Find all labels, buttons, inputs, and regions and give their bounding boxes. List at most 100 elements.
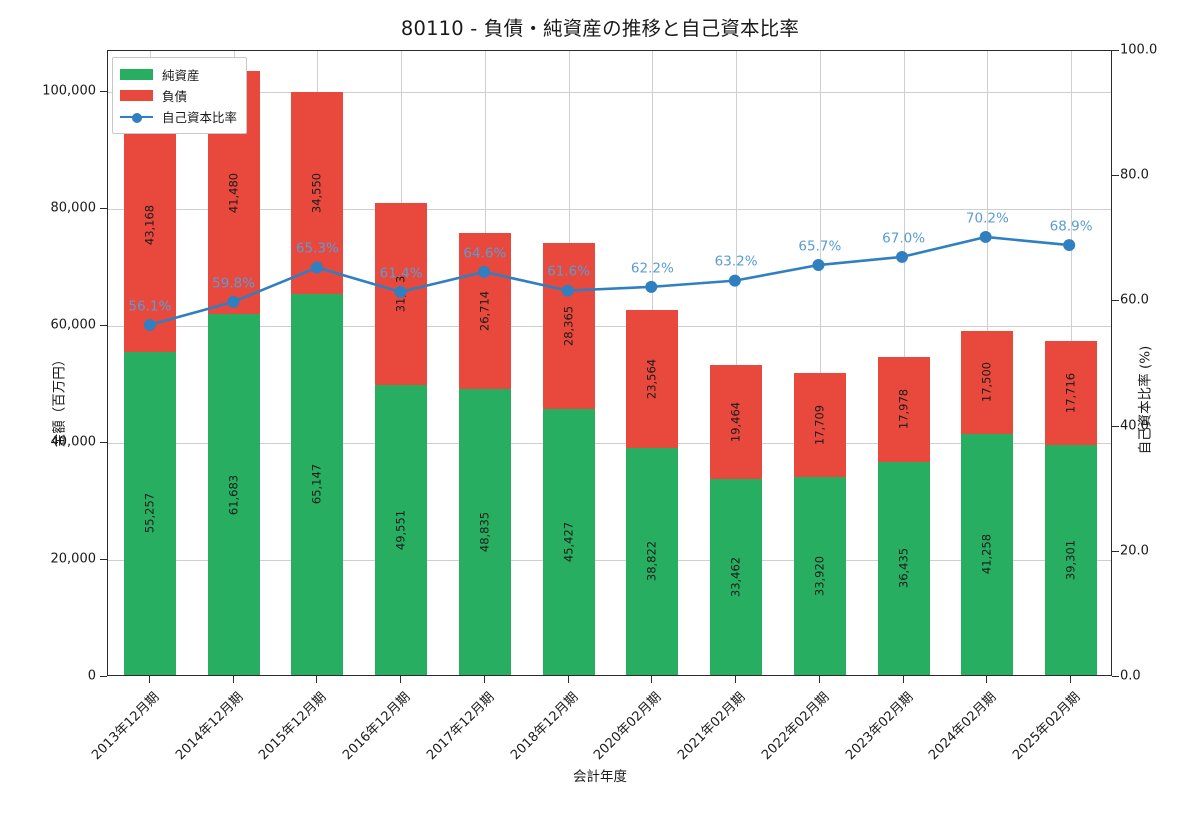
x-axis-tickmark <box>148 676 150 683</box>
bar-group[interactable]: 41,258 17,500 <box>961 331 1014 675</box>
x-axis-tickmark <box>400 676 402 683</box>
legend-item-label: 純資産 <box>162 68 200 83</box>
bar-group[interactable]: 39,301 17,716 <box>1045 341 1098 675</box>
ratio-line-marker[interactable] <box>143 318 156 331</box>
bar-segment-liability[interactable]: 28,365 <box>542 243 595 410</box>
ratio-line-svg <box>143 230 1076 331</box>
bar-segment-equity[interactable]: 36,435 <box>877 461 930 675</box>
ratio-line-marker[interactable] <box>1063 239 1076 252</box>
bar-group[interactable]: 48,835 26,714 <box>458 233 511 675</box>
y-axis-tick-left: 40,000 <box>50 434 97 450</box>
y-axis-tickmark-right <box>1112 425 1119 427</box>
bar-segment-liability[interactable]: 17,709 <box>793 372 846 477</box>
ratio-line-marker[interactable] <box>896 250 909 263</box>
y-axis-tickmark-left <box>100 324 107 326</box>
x-axis-tickmark <box>651 676 653 683</box>
legend-item-label: 自己資本比率 <box>162 110 238 125</box>
bar-segment-liability[interactable]: 26,714 <box>458 233 511 390</box>
ratio-line-marker[interactable] <box>728 274 741 287</box>
page-title: 80110 - 負債・純資産の推移と自己資本比率 <box>400 17 800 40</box>
y-axis-tickmark-right <box>1112 50 1119 51</box>
y-axis-tick-right: 80.0 <box>1120 167 1149 183</box>
bar-group[interactable]: 45,427 28,365 <box>542 243 595 675</box>
gridline-vertical <box>736 51 738 675</box>
bar-group[interactable]: 49,55131,2 3 <box>375 202 428 675</box>
y-axis-tickmark-left <box>100 676 107 677</box>
y-axis-tick-right: 0.0 <box>1120 668 1141 684</box>
bar-group[interactable]: 36,435 17,978 <box>877 356 930 675</box>
y-axis-tick-right: 60.0 <box>1120 292 1149 308</box>
legend-item[interactable]: 自己資本比率 <box>120 106 237 127</box>
gridline-horizontal <box>108 559 1111 561</box>
bar-segment-equity[interactable]: 49,551 <box>375 385 428 675</box>
y-axis-tickmark-right <box>1112 300 1119 302</box>
bar-segment-liability[interactable]: 34,550 <box>291 91 344 294</box>
bar-segment-equity[interactable]: 41,258 <box>961 433 1014 675</box>
bar-segment-equity[interactable]: 33,920 <box>793 476 846 675</box>
y-axis-tickmark-left <box>100 558 107 560</box>
legend-swatch-icon <box>120 90 153 101</box>
bar-segment-equity[interactable]: 45,427 <box>542 409 595 675</box>
bar-segment-liability[interactable]: 17,716 <box>1045 341 1098 446</box>
ratio-line-marker[interactable] <box>310 261 323 274</box>
bar-group[interactable]: 61,683 41,480 <box>207 71 260 675</box>
ratio-value-label: 59.8% <box>212 275 256 292</box>
ratio-line-marker[interactable] <box>645 280 658 293</box>
y-axis-tick-left: 0 <box>87 668 96 684</box>
gridline-horizontal <box>108 442 1111 444</box>
bar-segment-liability[interactable]: 17,978 <box>877 356 930 462</box>
ratio-line-path <box>149 235 1070 327</box>
ratio-line-marker[interactable] <box>227 295 240 308</box>
ratio-value-label: 61.6% <box>547 263 591 280</box>
bar-segment-equity[interactable]: 33,462 <box>710 479 763 675</box>
bar-segment-equity[interactable]: 38,822 <box>626 447 679 675</box>
y-axis-tick-left: 20,000 <box>50 551 97 567</box>
y-axis-label-right: 自己資本比率 (%) <box>1137 345 1154 455</box>
bar-segment-equity[interactable]: 55,257 <box>123 351 176 675</box>
ratio-value-label: 67.0% <box>882 230 926 247</box>
y-axis-tickmark-left <box>100 207 107 209</box>
x-axis-tickmark <box>986 676 988 683</box>
legend-item[interactable]: 負債 <box>120 85 237 106</box>
chart-legend[interactable]: 純資産負債自己資本比率 <box>112 57 248 134</box>
ratio-line-marker[interactable] <box>979 230 992 243</box>
bar-segment-liability[interactable]: 23,564 <box>626 310 679 448</box>
bar-group[interactable]: 55,257 43,168 <box>123 99 176 675</box>
bar-group[interactable]: 65,147 34,550 <box>291 91 344 675</box>
y-axis-tick-left: 60,000 <box>50 317 97 333</box>
ratio-value-label: 65.3% <box>295 240 339 257</box>
y-axis-tickmark-left <box>100 90 107 92</box>
bar-segment-equity[interactable]: 39,301 <box>1045 445 1098 675</box>
ratio-line-marker[interactable] <box>561 284 574 297</box>
gridline-vertical <box>819 51 821 675</box>
gridline-horizontal <box>108 325 1111 327</box>
bar-group[interactable]: 33,462 19,464 <box>710 365 763 675</box>
bar-segment-equity[interactable]: 65,147 <box>291 293 344 675</box>
legend-item[interactable]: 純資産 <box>120 64 237 85</box>
bar-group[interactable]: 33,920 17,709 <box>793 372 846 675</box>
y-axis-tick-right: 100.0 <box>1120 42 1158 58</box>
x-axis-label: 会計年度 <box>573 769 627 785</box>
x-axis-tickmark <box>1070 676 1072 683</box>
legend-swatch-icon <box>120 69 153 80</box>
ratio-value-label: 63.2% <box>714 253 758 270</box>
ratio-line-marker[interactable] <box>394 285 407 298</box>
bar-segment-liability[interactable]: 17,500 <box>961 331 1014 434</box>
ratio-line-marker[interactable] <box>812 259 825 272</box>
y-axis-tickmark-right <box>1112 175 1119 177</box>
legend-line-marker-icon <box>120 111 153 123</box>
bar-segment-liability[interactable]: 19,464 <box>710 365 763 480</box>
bar-group[interactable]: 38,822 23,564 <box>626 310 679 675</box>
x-axis-tickmark <box>232 676 234 683</box>
ratio-value-label: 68.9% <box>1049 218 1093 235</box>
y-axis-tick-right: 20.0 <box>1120 543 1149 559</box>
gridline-horizontal <box>108 91 1111 93</box>
ratio-line-marker[interactable] <box>478 265 491 278</box>
x-axis-tickmark <box>483 676 485 683</box>
x-axis-tickmark <box>902 676 904 683</box>
x-axis-tickmark <box>316 676 318 683</box>
bar-segment-liability[interactable]: 43,168 <box>123 99 176 352</box>
bar-segment-equity[interactable]: 61,683 <box>207 314 260 675</box>
bar-segment-equity[interactable]: 48,835 <box>458 389 511 675</box>
